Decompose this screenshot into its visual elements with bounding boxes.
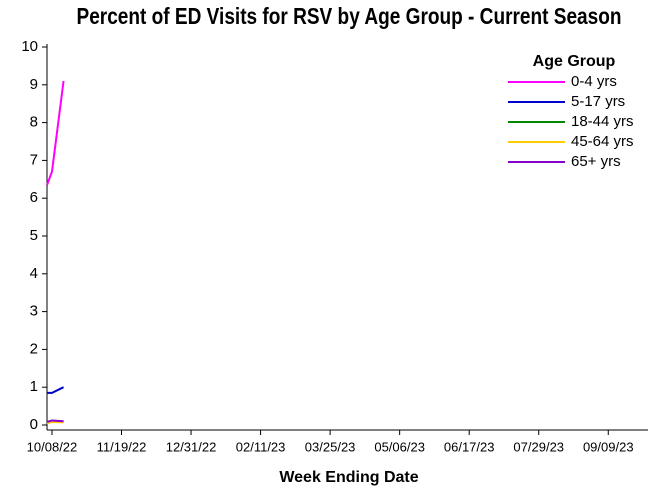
x-tick-label: 10/08/22 <box>27 439 78 454</box>
legend-label: 0-4 yrs <box>571 73 617 90</box>
legend-title: Age Group <box>533 53 616 70</box>
y-tick-label: 3 <box>30 303 38 320</box>
legend-label: 18-44 yrs <box>571 113 634 130</box>
y-tick-label: 6 <box>30 189 38 206</box>
y-tick-label: 0 <box>30 416 38 433</box>
series-line <box>47 386 64 394</box>
y-tick-label: 8 <box>30 114 38 131</box>
series-line <box>46 420 64 425</box>
x-tick-label: 07/29/23 <box>513 439 564 454</box>
legend-label: 45-64 yrs <box>571 133 634 150</box>
x-tick-label: 05/06/23 <box>374 439 425 454</box>
y-tick-label: 5 <box>30 227 38 244</box>
x-tick-label: 06/17/23 <box>444 439 495 454</box>
y-tick-label: 4 <box>30 265 38 282</box>
x-tick-label: 02/11/23 <box>236 439 286 454</box>
y-tick-label: 1 <box>30 378 38 395</box>
y-tick-label: 10 <box>21 38 38 55</box>
legend-label: 65+ yrs <box>571 153 621 170</box>
y-tick-label: 9 <box>30 76 38 93</box>
x-tick-label: 11/19/22 <box>97 439 147 454</box>
legend-label: 5-17 yrs <box>571 93 625 110</box>
x-tick-label: 12/31/22 <box>166 439 217 454</box>
x-tick-label: 03/25/23 <box>305 439 356 454</box>
y-tick-label: 2 <box>30 340 38 357</box>
x-axis-title: Week Ending Date <box>279 469 418 486</box>
chart-title: Percent of ED Visits for RSV by Age Grou… <box>77 3 622 29</box>
series-line <box>46 80 65 186</box>
x-tick-label: 09/09/23 <box>583 439 634 454</box>
y-tick-label: 7 <box>30 151 38 168</box>
series-line <box>46 419 64 423</box>
